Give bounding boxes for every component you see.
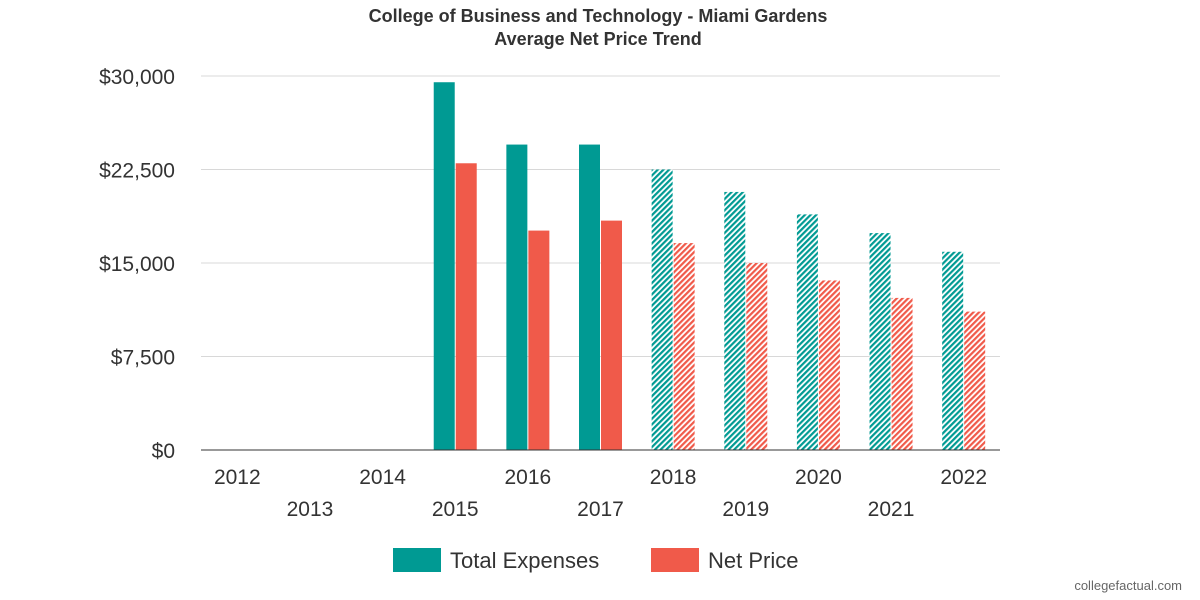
legend-item-net-price[interactable]: Net Price [651, 548, 798, 573]
x-tick-label: 2012 [214, 466, 261, 489]
bar-total-expenses-2021[interactable] [869, 233, 891, 450]
x-tick-label: 2013 [287, 498, 334, 521]
bars [433, 82, 986, 451]
bar-net-price-2021[interactable] [891, 297, 913, 450]
y-tick-label: $15,000 [99, 253, 175, 276]
bar-net-price-2020[interactable] [818, 280, 840, 450]
bar-net-price-2015[interactable] [455, 163, 477, 450]
legend-swatch-total-expenses [393, 548, 441, 572]
y-tick-label: $7,500 [111, 347, 175, 370]
gridlines [201, 75, 1000, 357]
bar-total-expenses-2020[interactable] [796, 214, 818, 450]
x-tick-label: 2019 [722, 498, 769, 521]
bar-net-price-2017[interactable] [601, 220, 622, 450]
chart-title: College of Business and Technology - Mia… [369, 6, 828, 26]
y-tick-label: $30,000 [99, 66, 175, 89]
legend-label-total-expenses: Total Expenses [450, 548, 599, 573]
x-tick-label: 2015 [432, 498, 479, 521]
legend-label-net-price: Net Price [708, 548, 798, 573]
chart-subtitle: Average Net Price Trend [494, 29, 701, 49]
x-tick-label: 2014 [359, 466, 406, 489]
x-tick-label: 2016 [505, 466, 552, 489]
bar-total-expenses-2017[interactable] [579, 144, 600, 451]
bar-net-price-2019[interactable] [746, 263, 768, 450]
x-tick-label: 2021 [868, 498, 915, 521]
y-tick-label: $0 [152, 440, 175, 463]
x-tick-label: 2017 [577, 498, 624, 521]
x-axis-labels: 2012 2013 2014 2015 2016 2017 2018 2019 2020 2021… [214, 466, 987, 521]
bar-net-price-2022[interactable] [964, 311, 986, 450]
y-tick-label: $22,500 [99, 160, 175, 183]
bar-total-expenses-2016[interactable] [506, 144, 528, 451]
x-tick-label: 2020 [795, 466, 842, 489]
legend: Total Expenses Net Price [393, 548, 798, 573]
credit-text: collegefactual.com [1074, 578, 1182, 593]
bar-total-expenses-2018[interactable] [651, 169, 673, 451]
bar-total-expenses-2022[interactable] [942, 251, 964, 450]
bar-net-price-2016[interactable] [528, 230, 550, 450]
legend-swatch-net-price [651, 548, 699, 572]
x-tick-label: 2022 [940, 466, 987, 489]
x-tick-label: 2018 [650, 466, 697, 489]
legend-item-total-expenses[interactable]: Total Expenses [393, 548, 599, 573]
bar-net-price-2018[interactable] [673, 243, 695, 450]
bar-total-expenses-2019[interactable] [724, 191, 746, 450]
y-axis-labels: $0 $7,500 $15,000 $22,500 $30,000 [99, 66, 175, 463]
bar-total-expenses-2015[interactable] [433, 82, 455, 450]
